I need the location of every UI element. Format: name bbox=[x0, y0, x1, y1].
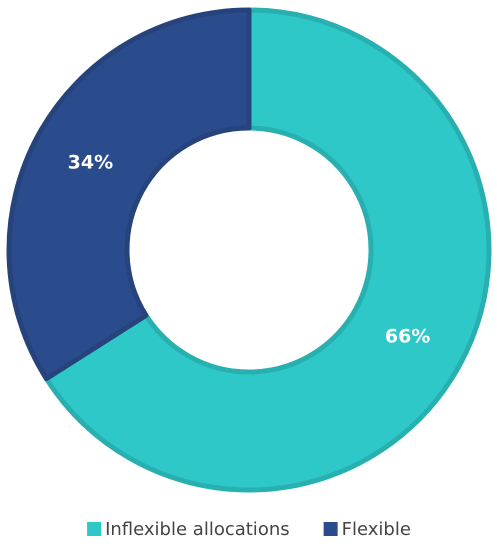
value-label: 34% bbox=[68, 151, 113, 173]
value-label: 66% bbox=[385, 326, 430, 348]
legend-label: Flexible bbox=[342, 519, 411, 540]
legend-label: Inflexible allocations bbox=[105, 519, 290, 540]
legend-swatch bbox=[323, 522, 338, 536]
legend-swatch bbox=[87, 522, 102, 536]
legend: Inflexible allocations Flexible bbox=[87, 519, 411, 540]
donut-slice bbox=[43, 7, 492, 493]
donut-slice bbox=[6, 7, 252, 382]
